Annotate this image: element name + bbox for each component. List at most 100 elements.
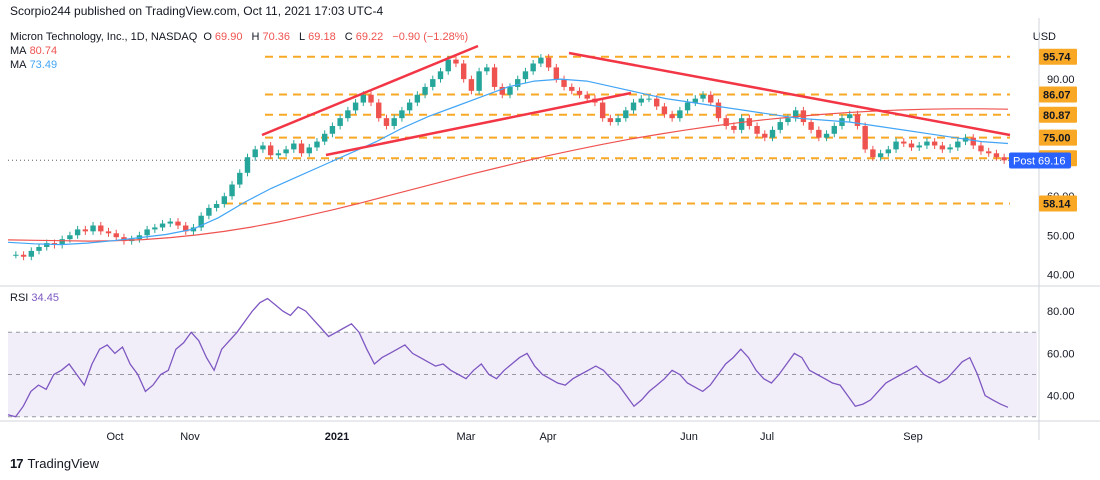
candle-body — [244, 157, 251, 173]
candle-body — [237, 172, 243, 185]
candle-body — [653, 98, 660, 107]
rsi-value: 34.45 — [31, 292, 59, 304]
candle-body — [445, 59, 451, 72]
candle-body — [816, 129, 822, 138]
level-badge — [1039, 48, 1077, 65]
candle-body — [98, 225, 104, 232]
candle-body — [569, 86, 575, 91]
level-badge — [1039, 129, 1077, 146]
candle-body — [314, 141, 320, 148]
candle-body — [901, 141, 907, 144]
ohlc-open: O 69.90 — [203, 31, 243, 43]
ma-slow-legend: MA 73.49 — [10, 59, 58, 71]
candle-body — [638, 98, 644, 103]
candle-body — [731, 125, 737, 130]
candle-body — [754, 125, 760, 134]
candle-body — [584, 94, 590, 99]
candle-body — [422, 86, 428, 95]
footer: 17 TradingView — [10, 456, 99, 471]
level-label: 80.87 — [1043, 110, 1071, 122]
level-badge — [1039, 195, 1077, 212]
candle-body — [267, 145, 274, 156]
candle-body — [460, 63, 467, 80]
candle-body — [337, 118, 343, 126]
candle-body — [152, 227, 158, 230]
candle-body — [229, 184, 235, 197]
level-label: 58.14 — [1043, 198, 1071, 210]
candle-body — [36, 246, 42, 251]
candle-body — [893, 141, 899, 150]
candle-body — [1001, 157, 1007, 161]
candle-body — [916, 145, 922, 148]
price-tick-label: 40.00 — [1047, 269, 1075, 281]
candle-body — [522, 71, 529, 80]
candle-body — [862, 125, 868, 150]
candle-body — [321, 133, 328, 142]
ohlc-low: L 69.18 — [299, 31, 336, 43]
rsi-tick-label: 40.00 — [1047, 391, 1075, 403]
candle-body — [59, 239, 65, 246]
rsi-tick-label: 60.00 — [1047, 348, 1075, 360]
candle-body — [885, 149, 892, 154]
candle-body — [82, 229, 89, 232]
post-badge — [1009, 152, 1071, 169]
candle-body — [669, 114, 675, 119]
candle-body — [623, 110, 629, 119]
candle-body — [476, 71, 482, 91]
ohlc-close: C 69.22 — [344, 31, 384, 43]
candle-body — [970, 137, 976, 146]
post-price-label: 69.16 — [1038, 155, 1066, 167]
candle-body — [576, 90, 583, 95]
candle-body — [847, 114, 853, 119]
candle-body — [931, 141, 938, 146]
candle-body — [955, 141, 961, 148]
candle-body — [283, 149, 289, 154]
candle-body — [468, 79, 475, 91]
candle-body — [291, 143, 297, 150]
candle-body — [939, 145, 946, 150]
candle-body — [993, 153, 1000, 158]
candle-body — [221, 196, 228, 205]
footer-brand: TradingView — [27, 456, 100, 471]
trend-line — [568, 51, 1011, 137]
candle-body — [877, 153, 884, 158]
candle-body — [113, 233, 119, 238]
candle-body — [206, 207, 212, 216]
candle-body — [661, 106, 668, 115]
time-tick-label: Jun — [680, 431, 698, 443]
candle-body — [507, 86, 513, 95]
candle-body — [599, 102, 606, 119]
candle-body — [978, 145, 984, 152]
candle-body — [167, 221, 173, 224]
candle-body — [391, 118, 397, 126]
candle-body — [159, 223, 166, 228]
published-caption: Scorpio244 published on TradingView.com,… — [10, 4, 384, 18]
trend-line — [261, 44, 479, 137]
candle-body — [20, 254, 27, 257]
ohlc-high: H 70.36 — [251, 31, 290, 43]
time-tick-label: Jul — [760, 431, 774, 443]
candle-body — [607, 118, 614, 123]
candle-body — [453, 59, 459, 64]
level-label: 95.74 — [1043, 52, 1071, 64]
price-tick-label: 90.00 — [1047, 74, 1075, 86]
trend-line — [325, 91, 632, 157]
candle-body — [708, 94, 714, 103]
candle-body — [183, 225, 189, 232]
level-badge — [1039, 106, 1077, 123]
candle-body — [947, 147, 953, 150]
candle-body — [646, 98, 652, 100]
tradingview-logo-icon: 17 — [10, 456, 24, 471]
candle-body — [298, 143, 305, 154]
candle-body — [306, 147, 312, 154]
candle-body — [44, 243, 50, 247]
candle-body — [74, 229, 81, 236]
candle-body — [260, 145, 266, 150]
candle-body — [345, 110, 351, 119]
candle-body — [368, 94, 374, 103]
candle-body — [692, 98, 699, 103]
level-label: 86.07 — [1043, 89, 1071, 101]
candle-body — [823, 133, 830, 138]
time-tick-label: Sep — [903, 431, 923, 443]
